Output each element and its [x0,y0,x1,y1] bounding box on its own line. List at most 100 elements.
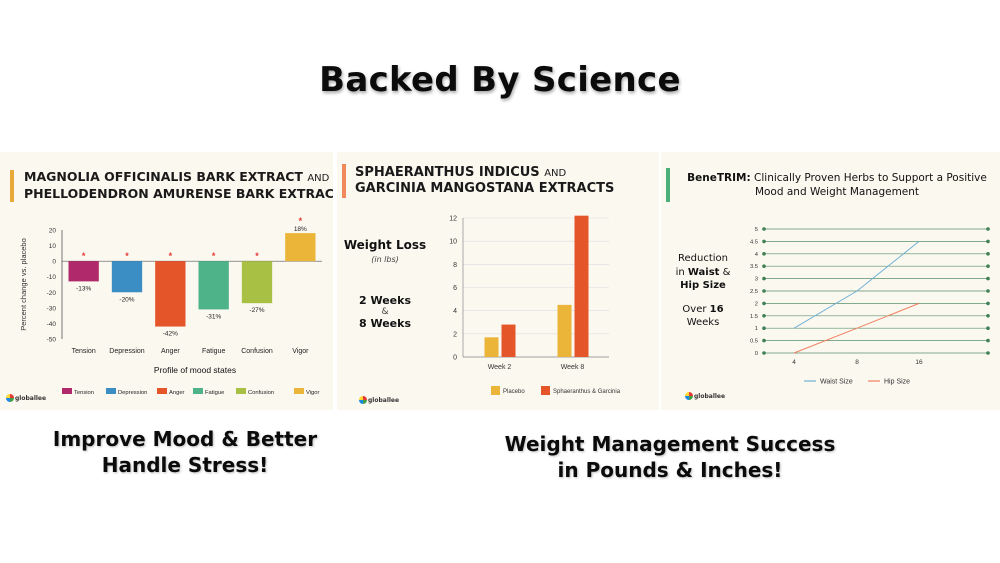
x-tick-label: Anger [161,348,180,355]
data-label: 18% [294,226,307,233]
bar [68,261,99,282]
x-tick-label: 4 [792,359,796,366]
caption-mood: Improve Mood & Better Handle Stress! [40,426,330,478]
weight-loss-label: Weight Loss [343,238,427,252]
x-axis-title: Profile of mood states [154,365,236,375]
gridline-dot [762,252,766,256]
x-tick-label: 16 [915,359,923,366]
significance-marker: * [125,251,129,261]
gridline-dot [986,351,990,355]
y-tick-label: 10 [449,239,457,246]
panel3-accent-bar [666,168,670,202]
y-tick-label: 2.5 [750,289,758,295]
panel2-title-and: AND [544,168,567,179]
x-tick-label: Week 8 [561,364,585,371]
weeks-b-label: 8 Weeks [358,317,411,330]
legend-label: Waist Size [820,379,853,386]
significance-marker: * [82,251,86,261]
data-label: -42% [163,331,178,338]
reduction-line2: in Waist & [675,266,731,278]
gridline-dot [986,301,990,306]
data-label: -20% [119,296,134,303]
panel3-title-line2: Mood and Weight Management [754,185,920,198]
legend-label: Hip Size [884,379,910,386]
panel1-accent-bar [10,170,14,202]
y-tick-label: 0 [453,355,457,362]
legend-swatch [193,388,203,394]
gridline-dot [986,338,990,343]
y-tick-label: 1 [755,326,758,332]
panel3-title: BeneTRIM: Clinically Proven Herbs to Sup… [679,172,995,199]
gridline-dot [986,227,990,231]
globallee-logo: globallee [6,394,46,402]
weeks-amp: & [381,307,389,317]
bar [501,324,516,357]
x-tick-label: Depression [109,348,145,355]
weeks-a-label: 2 Weeks [358,294,411,307]
significance-marker: * [299,216,303,226]
y-tick-label: 0 [755,351,758,357]
reduction-line5: Weeks [686,317,720,328]
y-tick-label: 4 [755,252,759,258]
gridline-dot [762,289,766,293]
mood-chart: 20 10 0 -10 -20 -30 -40 -50 Percent change vs. p… [19,216,322,396]
x-tick-label: Fatigue [202,348,225,355]
reduction-line3: Hip Size [680,280,726,291]
y-tick-label: 0 [52,259,56,266]
y-tick-label: 12 [449,216,457,223]
panel1-title-line2: PHELLODENDRON AMURENSE BARK EXTRACT [24,185,333,201]
panel2-title-line1: SPHAERANTHUS INDICUS [355,165,540,180]
significance-marker: * [169,251,173,261]
globallee-logo-text: globallee [15,394,47,402]
y-tick-label: 2 [453,331,457,338]
reduction-side-text: Reduction in Waist & Hip Size Over 16 We… [669,252,737,330]
panel1-title: MAGNOLIA OFFICINALIS BARK EXTRACT AND PH… [24,169,333,201]
y-tick-label: -10 [47,274,57,281]
y-tick-label: 1.5 [750,314,758,320]
globallee-logo-mark [685,392,693,400]
data-label: -27% [249,307,264,314]
mood-panel: MAGNOLIA OFFICINALIS BARK EXTRACT AND PH… [0,152,333,410]
bar [198,261,229,310]
gridline-dot [986,314,990,318]
data-label: -13% [76,285,91,292]
legend-swatch [157,388,167,394]
y-tick-label: 6 [453,285,457,292]
weight-loss-unit: (in lbs) [371,255,399,264]
legend-label: Tension [74,390,94,396]
gridline-dot [762,264,766,268]
reduction-line4: Over 16 [682,303,724,315]
bar [155,261,186,327]
legend-label: Fatigue [205,390,224,396]
x-tick-label: Tension [72,348,96,355]
y-tick-label: 3.5 [750,264,758,270]
panel1-title-and: AND [307,173,330,184]
legend-swatch [491,386,500,395]
size-reduction-chart: 0 0.5 1 1.5 2 2.5 3 3.5 4 4.5 5 4 8 16 Waist Size Hip S… [750,227,990,386]
globallee-logo-text: globallee [368,396,400,404]
y-tick-label: 5 [755,227,758,233]
reduction-line1: Reduction [678,253,728,264]
panel2-title-line2: GARCINIA MANGOSTANA EXTRACTS [355,181,615,197]
gridline-dot [762,314,766,318]
caption-mood-text: Improve Mood & Better Handle Stress! [52,427,318,477]
benetrim-panel: BeneTRIM: Clinically Proven Herbs to Sup… [661,152,1000,410]
bar [484,337,499,357]
legend-swatch [236,388,246,394]
legend-label: Anger [169,390,185,396]
gridline-dot [762,338,766,343]
x-tick-label: Vigor [292,348,309,355]
caption-weight: Weight Management Success in Pounds & In… [495,431,845,483]
page-title: Backed By Science [319,60,681,100]
globallee-logo-text: globallee [694,392,726,400]
gridline-dot [762,276,766,281]
weight-loss-panel: SPHAERANTHUS INDICUS AND GARCINIA MANGOS… [337,152,659,410]
y-tick-label: -40 [47,321,57,328]
legend-swatch [62,388,72,394]
y-tick-label: 20 [49,228,57,235]
y-tick-label: 0.5 [750,339,758,345]
legend-label: Placebo [503,389,525,395]
y-tick-label: 4 [453,308,457,315]
bar [285,233,316,262]
bar [111,261,143,293]
